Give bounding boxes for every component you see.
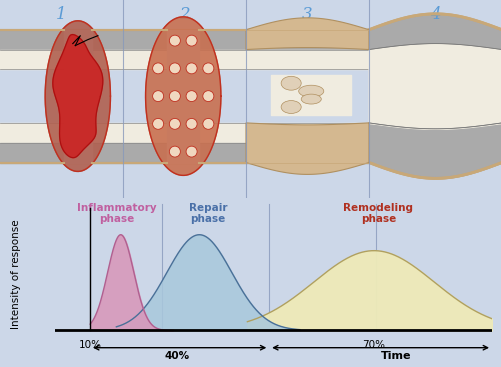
Text: Time: Time: [380, 351, 410, 361]
Ellipse shape: [301, 94, 321, 104]
Ellipse shape: [298, 85, 323, 97]
Ellipse shape: [202, 119, 213, 129]
Ellipse shape: [186, 119, 197, 129]
Ellipse shape: [152, 91, 163, 102]
Text: Repair
phase: Repair phase: [188, 203, 227, 224]
Text: 40%: 40%: [165, 351, 190, 361]
Text: 3: 3: [301, 6, 312, 23]
Ellipse shape: [169, 63, 180, 74]
Text: Remodeling
phase: Remodeling phase: [343, 203, 413, 224]
Polygon shape: [45, 21, 110, 171]
Ellipse shape: [169, 35, 180, 46]
Ellipse shape: [169, 91, 180, 102]
Ellipse shape: [152, 63, 163, 74]
Ellipse shape: [169, 119, 180, 129]
Polygon shape: [368, 123, 501, 178]
Text: 10%: 10%: [79, 340, 102, 350]
Text: 1: 1: [56, 6, 67, 23]
Polygon shape: [368, 14, 501, 50]
Ellipse shape: [281, 101, 301, 113]
Polygon shape: [53, 34, 103, 158]
Polygon shape: [145, 17, 220, 175]
Ellipse shape: [186, 63, 197, 74]
Ellipse shape: [202, 63, 213, 74]
Polygon shape: [245, 18, 368, 50]
Text: 4: 4: [429, 6, 440, 23]
Ellipse shape: [169, 146, 180, 157]
Ellipse shape: [186, 35, 197, 46]
Ellipse shape: [186, 146, 197, 157]
Ellipse shape: [202, 91, 213, 102]
Ellipse shape: [152, 119, 163, 129]
Text: 70%: 70%: [362, 340, 385, 350]
Text: 2: 2: [178, 6, 189, 23]
Polygon shape: [245, 123, 368, 174]
Ellipse shape: [186, 91, 197, 102]
Ellipse shape: [281, 76, 301, 90]
Text: Intensity of response: Intensity of response: [11, 220, 21, 330]
Text: Inflammatory
phase: Inflammatory phase: [76, 203, 156, 224]
